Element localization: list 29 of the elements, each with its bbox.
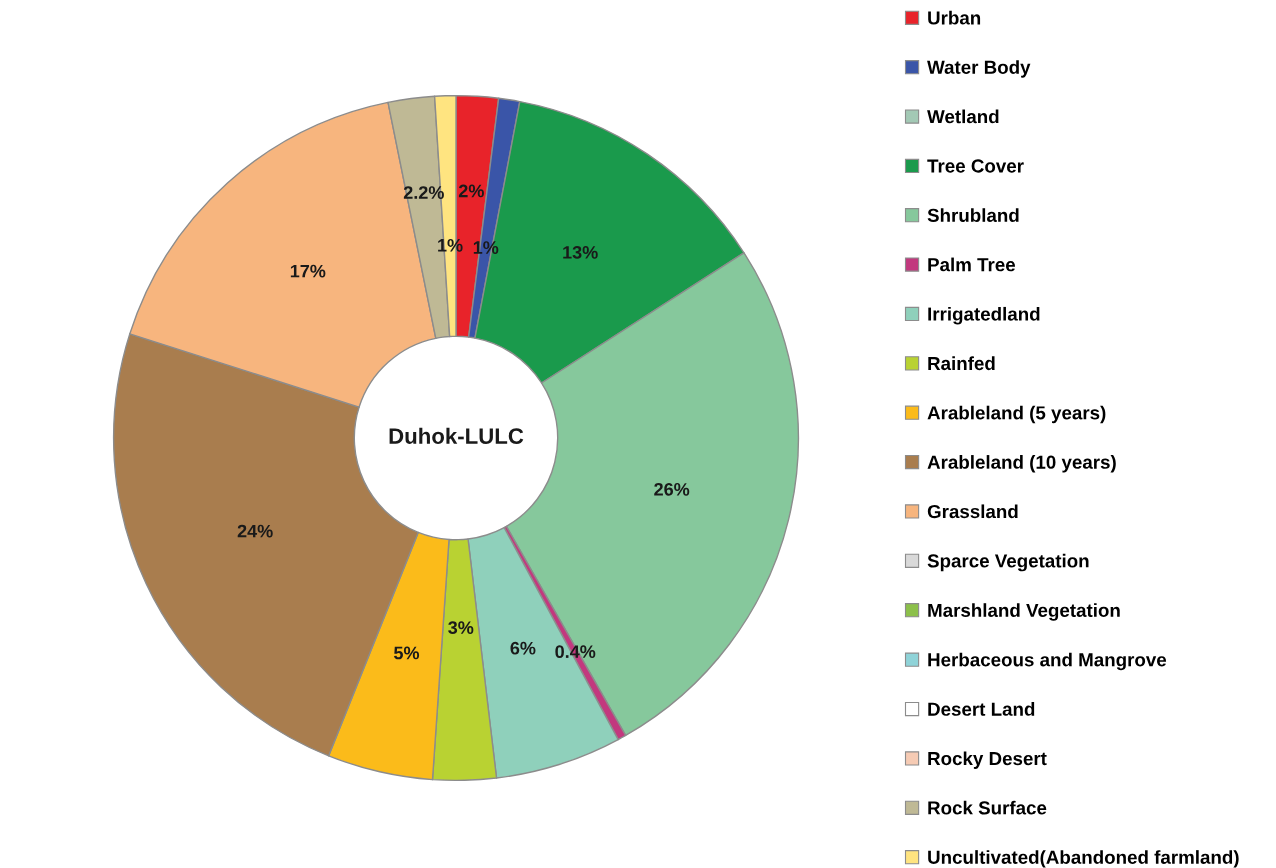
legend-label: Arableland (10 years) [927, 455, 1116, 473]
data-label: 5% [394, 646, 420, 660]
legend-label: Rainfed [928, 356, 995, 371]
legend-label: Herbaceous and Mangrove [928, 652, 1167, 671]
legend-label: Rock Surface [928, 800, 1047, 815]
legend-label: Sparce Vegetation [927, 553, 1089, 572]
legend-label: Rocky Desert [928, 751, 1047, 769]
data-label: 2% [458, 184, 484, 198]
legend-label: Marshland Vegetation [928, 603, 1120, 621]
data-label: 26% [654, 482, 690, 496]
legend-label: Shrubland [927, 208, 1019, 222]
data-label: 24% [237, 524, 273, 538]
data-label: 13% [563, 245, 598, 259]
legend-label: Irrigatedland [928, 306, 1040, 325]
text: Duhok-LULC [389, 427, 524, 444]
data-label: 3% [448, 621, 474, 635]
legend-label: Urban [928, 10, 981, 25]
data-label: 6% [510, 641, 536, 655]
data-label: 1% [473, 241, 499, 254]
data-label: 2.2% [403, 186, 444, 199]
data-label: 17% [290, 264, 326, 278]
legend-label: Palm Tree [928, 257, 1016, 272]
legend-label: Water Body [927, 60, 1031, 78]
legend-label: Arableland (5 years) [927, 405, 1106, 424]
legend-label: Wetland [927, 109, 999, 124]
legend-label: Grassland [927, 504, 1018, 519]
legend-label: Uncultivated(Abandoned farmland) [928, 850, 1239, 868]
legend-label: Desert Land [928, 702, 1035, 716]
legend-label: Tree Cover [927, 159, 1024, 173]
